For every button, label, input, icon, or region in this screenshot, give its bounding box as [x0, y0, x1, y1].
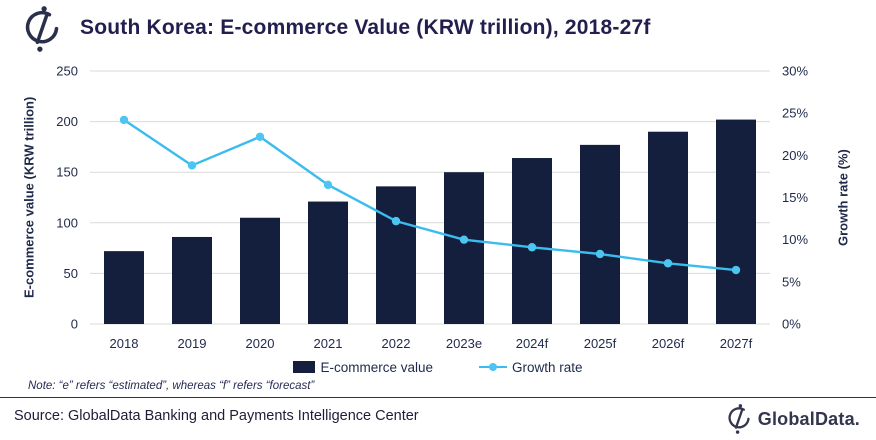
- left-axis-tick: 100: [56, 215, 78, 230]
- right-axis-tick: 25%: [782, 106, 808, 121]
- point-2022: [391, 216, 401, 226]
- bar-2026f: [648, 131, 688, 324]
- bar-2022: [376, 186, 416, 324]
- page-title: South Korea: E-commerce Value (KRW trill…: [80, 16, 651, 39]
- bar-2027f: [716, 119, 756, 325]
- globaldata-logo-icon: [25, 6, 59, 52]
- right-axis-tick: 5%: [782, 274, 801, 289]
- point-2023e: [459, 235, 469, 244]
- left-axis-tick: 50: [64, 266, 78, 281]
- bar-2021: [308, 201, 348, 324]
- bar-2018: [104, 251, 144, 324]
- right-axis-tick: 15%: [782, 190, 808, 205]
- source-text: Source: GlobalData Banking and Payments …: [14, 408, 419, 424]
- right-axis-tick: 20%: [782, 148, 808, 163]
- brand-name: GlobalData.: [757, 408, 860, 429]
- bar-2025f: [580, 144, 620, 324]
- footer-divider: [0, 397, 876, 398]
- globaldata-footer-logo-icon: [728, 404, 750, 434]
- x-axis-label-2018: 2018: [110, 336, 139, 351]
- right-axis-tick: 10%: [782, 232, 808, 247]
- x-axis-label-2022: 2022: [382, 336, 411, 351]
- chart-legend: E-commerce value Growth rate: [0, 358, 876, 376]
- legend-bar-swatch-icon: [293, 361, 316, 373]
- x-axis-label-2021: 2021: [314, 336, 343, 351]
- left-axis-tick: 200: [56, 114, 78, 129]
- point-2024f: [527, 243, 537, 252]
- bar-2023e: [444, 172, 484, 324]
- point-2021: [323, 180, 333, 190]
- x-axis-label-2027f: 2027f: [720, 336, 753, 351]
- x-axis-label-2019: 2019: [178, 336, 207, 351]
- left-axis-tick: 0: [71, 317, 78, 332]
- point-2019: [187, 161, 197, 170]
- legend-line-swatch-icon: [479, 363, 507, 371]
- point-2025f: [595, 249, 605, 259]
- right-axis-tick: 30%: [782, 64, 808, 79]
- legend-bar-label: E-commerce value: [320, 359, 433, 375]
- bar-2020: [240, 217, 280, 324]
- bar-2019: [172, 236, 212, 324]
- point-2018: [119, 115, 129, 125]
- point-2026f: [663, 259, 673, 268]
- x-axis-label-2023e: 2023e: [446, 336, 482, 351]
- growth-rate-line: [123, 118, 737, 272]
- right-axis-tick: 0%: [782, 317, 801, 332]
- legend-line-dot-icon: [489, 363, 497, 371]
- point-2020: [255, 132, 265, 141]
- left-axis-tick: 150: [56, 165, 78, 180]
- legend-item-growth-rate: Growth rate: [479, 360, 583, 375]
- left-axis-tick: 250: [56, 64, 78, 79]
- x-axis-label-2026f: 2026f: [652, 336, 685, 351]
- x-axis-label-2020: 2020: [246, 336, 275, 351]
- footnote: Note: “e” refers “estimated”, whereas “f…: [28, 380, 315, 392]
- bar-2024f: [512, 158, 552, 324]
- x-axis-label-2024f: 2024f: [516, 336, 549, 351]
- x-axis-label-2025f: 2025f: [584, 336, 617, 351]
- point-2027f: [731, 265, 741, 275]
- chart-plot: 0 50 100 150 200 250 0% 5% 10% 15% 20% 25% 30% 2018 20…: [56, 64, 808, 352]
- legend-item-ecommerce-value: E-commerce value: [293, 360, 433, 375]
- legend-line-label: Growth rate: [512, 359, 583, 375]
- globaldata-brand: GlobalData.: [725, 404, 860, 434]
